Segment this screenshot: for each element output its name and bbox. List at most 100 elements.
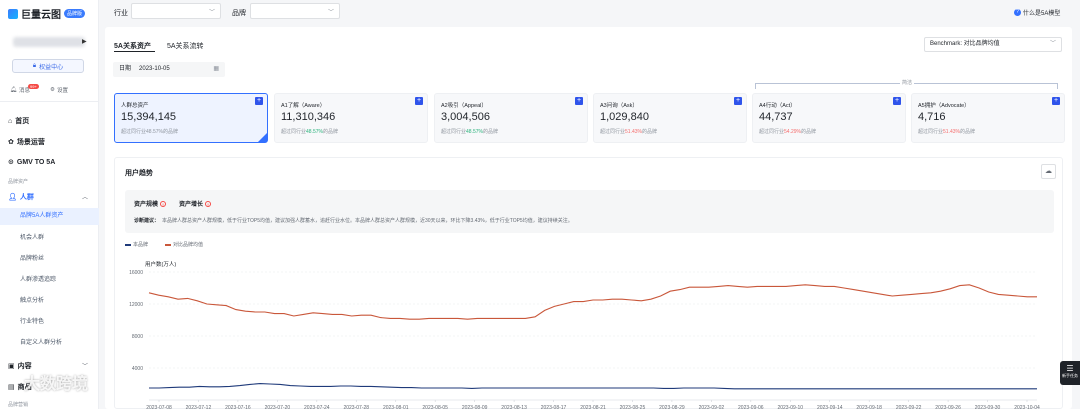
legend-label: 对比品牌均值 bbox=[173, 242, 204, 248]
add-icon[interactable]: + bbox=[415, 97, 423, 105]
tab-5a-flow[interactable]: 5A关系流转 bbox=[167, 43, 204, 50]
metric-card-5[interactable]: A5拥护（Advocate） 4,716 超过同行业51.43%的品牌 + bbox=[911, 93, 1065, 143]
nav-scene-ops[interactable]: ✿ 场景运营 bbox=[8, 137, 45, 147]
metric-card-2[interactable]: A2吸引（Appeal） 3,004,506 超过同行业48.57%的品牌 + bbox=[434, 93, 588, 143]
y-tick-label: 12000 bbox=[129, 302, 143, 308]
account-name-blurred[interactable] bbox=[13, 37, 85, 47]
tab-5a-assets[interactable]: 5A关系资产 bbox=[114, 43, 151, 50]
diagnosis-body: 本品牌人群总资产人群规模，低于行业TOP5均值，建议加强人群蓄水，追赶行业水位。… bbox=[162, 218, 573, 224]
user-trend-section: 用户趋势 ☁ 资产规模! 资产增长! 诊断建议： 本品牌人群总资产人群规模，低于行… bbox=[114, 157, 1063, 409]
card-sub-pre: 超过同行业 bbox=[759, 129, 785, 135]
content-icon: ▣ bbox=[8, 363, 15, 370]
industry-select[interactable]: ﹀ bbox=[131, 3, 221, 19]
card-value: 1,029,840 bbox=[600, 111, 649, 123]
add-icon[interactable]: + bbox=[734, 97, 742, 105]
y-tick-label: 16000 bbox=[129, 270, 143, 276]
card-sub-pre: 超过同行业 bbox=[918, 129, 944, 135]
nav-goods[interactable]: ▤ 商品 bbox=[8, 382, 32, 392]
newbie-task-button[interactable]: ☰ 新手任务 bbox=[1060, 361, 1080, 385]
settings-button[interactable]: ⚙ 设置 bbox=[50, 86, 68, 94]
metric-card-0[interactable]: 人群总资产 15,394,145 超过同行业48.57%的品牌 + bbox=[114, 93, 268, 143]
nav-content-label: 内容 bbox=[17, 363, 32, 370]
tag-asset-scale[interactable]: 资产规模! bbox=[134, 199, 167, 208]
x-tick-label: 2023-09-10 bbox=[777, 405, 803, 409]
newbie-task-label: 新手任务 bbox=[1062, 373, 1078, 378]
x-tick-label: 2023-08-17 bbox=[541, 405, 567, 409]
rights-center-button[interactable]: 🔒︎ 权益中心 bbox=[12, 59, 84, 73]
user-icon: 👤︎ bbox=[8, 194, 17, 201]
chevron-right-icon[interactable]: ▶ bbox=[82, 39, 87, 45]
card-sub-post: 的品牌 bbox=[162, 129, 178, 135]
sidebar: 巨量云图 品牌版 ▶ 🔒︎ 权益中心 🔔︎ 消息 99+ ⚙ 设置 ⌂ 首页 ✿ 场… bbox=[0, 0, 99, 409]
card-value: 11,310,346 bbox=[281, 111, 336, 123]
card-sub-post: 的品牌 bbox=[800, 129, 816, 135]
y-axis-label: 用户数(万人) bbox=[145, 260, 176, 268]
nav-gmv-to-5a[interactable]: ⊙ GMV TO 5A bbox=[8, 158, 56, 167]
brand-label: 品牌 bbox=[232, 10, 246, 17]
card-value: 15,394,145 bbox=[121, 111, 177, 123]
legend-own-brand[interactable]: 本品牌 bbox=[125, 241, 148, 248]
question-icon: ? bbox=[1014, 9, 1021, 16]
chevron-down-icon: ﹀ bbox=[208, 10, 215, 16]
add-icon[interactable]: + bbox=[255, 97, 263, 105]
sub-item-penetration[interactable]: 人群渗透追踪 bbox=[20, 277, 57, 283]
legend-swatch bbox=[165, 243, 171, 246]
tag-asset-growth-label: 资产增长 bbox=[179, 202, 204, 208]
add-icon[interactable]: + bbox=[575, 97, 583, 105]
industry-label: 行业 bbox=[114, 10, 128, 17]
metric-card-3[interactable]: A3问询（Ask） 1,029,840 超过同行业51.43%的品牌 + bbox=[593, 93, 747, 143]
add-icon[interactable]: + bbox=[1052, 97, 1060, 105]
nav-crowd[interactable]: 👤︎ 人群 bbox=[8, 192, 34, 202]
chevron-down-icon[interactable]: ﹀ bbox=[82, 364, 89, 370]
chevron-up-icon[interactable]: ︿ bbox=[82, 195, 89, 201]
date-label: 日期 bbox=[119, 66, 132, 72]
task-icon: ☰ bbox=[1066, 364, 1074, 373]
nav-goods-label: 商品 bbox=[17, 384, 32, 391]
card-sub-pct: 48.57% bbox=[466, 129, 483, 135]
sub-item-5a-assets[interactable]: 品牌5A人群资产 bbox=[0, 208, 99, 225]
x-tick-label: 2023-09-02 bbox=[699, 405, 725, 409]
card-sub-pct: 51.43% bbox=[943, 129, 960, 135]
goods-icon: ▤ bbox=[8, 384, 15, 391]
date-picker[interactable]: 日期 2023-10-05 ▦ bbox=[113, 62, 225, 77]
sub-item-opportunity[interactable]: 机会人群 bbox=[20, 235, 45, 241]
sub-item-fans[interactable]: 品牌粉丝 bbox=[20, 256, 45, 262]
home-icon: ⌂ bbox=[8, 117, 13, 125]
nav-content[interactable]: ▣ 内容 bbox=[8, 361, 32, 371]
sub-item-touchpoint[interactable]: 触点分析 bbox=[20, 298, 45, 304]
add-icon[interactable]: + bbox=[893, 97, 901, 105]
legend-benchmark[interactable]: 对比品牌均值 bbox=[165, 241, 203, 248]
diagnosis-box: 资产规模! 资产增长! 诊断建议： 本品牌人群总资产人群规模，低于行业TOP5均值… bbox=[125, 190, 1054, 233]
x-tick-label: 2023-07-12 bbox=[186, 405, 212, 409]
x-tick-label: 2023-09-18 bbox=[856, 405, 882, 409]
chevron-down-icon: ﹀ bbox=[1049, 41, 1056, 47]
card-sub-pre: 超过同行业 bbox=[281, 129, 307, 135]
card-title: A1了解（Aware） bbox=[281, 103, 326, 109]
series-line-1 bbox=[148, 284, 1037, 320]
logo[interactable]: 巨量云图 品牌版 bbox=[8, 6, 86, 21]
messages-label: 消息 bbox=[18, 88, 30, 94]
metric-card-4[interactable]: A4行动（Act） 44,737 超过同行业54.29%的品牌 + bbox=[752, 93, 906, 143]
benchmark-select[interactable]: Benchmark: 对比品牌均值 ﹀ bbox=[924, 37, 1062, 52]
help-link-5a-model[interactable]: ? 什么是5A模型 bbox=[1014, 8, 1060, 17]
card-sub-pct: 48.57% bbox=[306, 129, 323, 135]
tag-asset-growth[interactable]: 资产增长! bbox=[179, 199, 212, 208]
brand-select[interactable]: ﹀ bbox=[250, 3, 340, 19]
tag-asset-scale-label: 资产规模 bbox=[134, 202, 159, 208]
bell-icon: 🔔︎ bbox=[10, 87, 17, 93]
nav-crowd-label: 人群 bbox=[19, 194, 34, 201]
nav-home[interactable]: ⌂ 首页 bbox=[8, 116, 29, 126]
metric-card-1[interactable]: A1了解（Aware） 11,310,346 超过同行业48.57%的品牌 + bbox=[274, 93, 428, 143]
messages-button[interactable]: 🔔︎ 消息 bbox=[10, 86, 30, 94]
download-icon[interactable]: ☁ bbox=[1041, 164, 1056, 179]
gear-icon: ✿ bbox=[8, 139, 14, 146]
nav-gmv-label: GMV TO 5A bbox=[16, 158, 56, 166]
x-tick-label: 2023-08-21 bbox=[580, 405, 606, 409]
main-panel: 5A关系资产 5A关系流转 Benchmark: 对比品牌均值 ﹀ 日期 2023… bbox=[105, 27, 1072, 409]
sub-item-industry[interactable]: 行业特色 bbox=[20, 319, 45, 325]
sub-item-custom[interactable]: 自定义人群分析 bbox=[20, 340, 63, 346]
benchmark-value: Benchmark: 对比品牌均值 bbox=[930, 41, 1000, 47]
card-sub-post: 的品牌 bbox=[482, 129, 498, 135]
trend-title: 用户趋势 bbox=[125, 170, 153, 177]
x-tick-label: 2023-09-14 bbox=[817, 405, 843, 409]
